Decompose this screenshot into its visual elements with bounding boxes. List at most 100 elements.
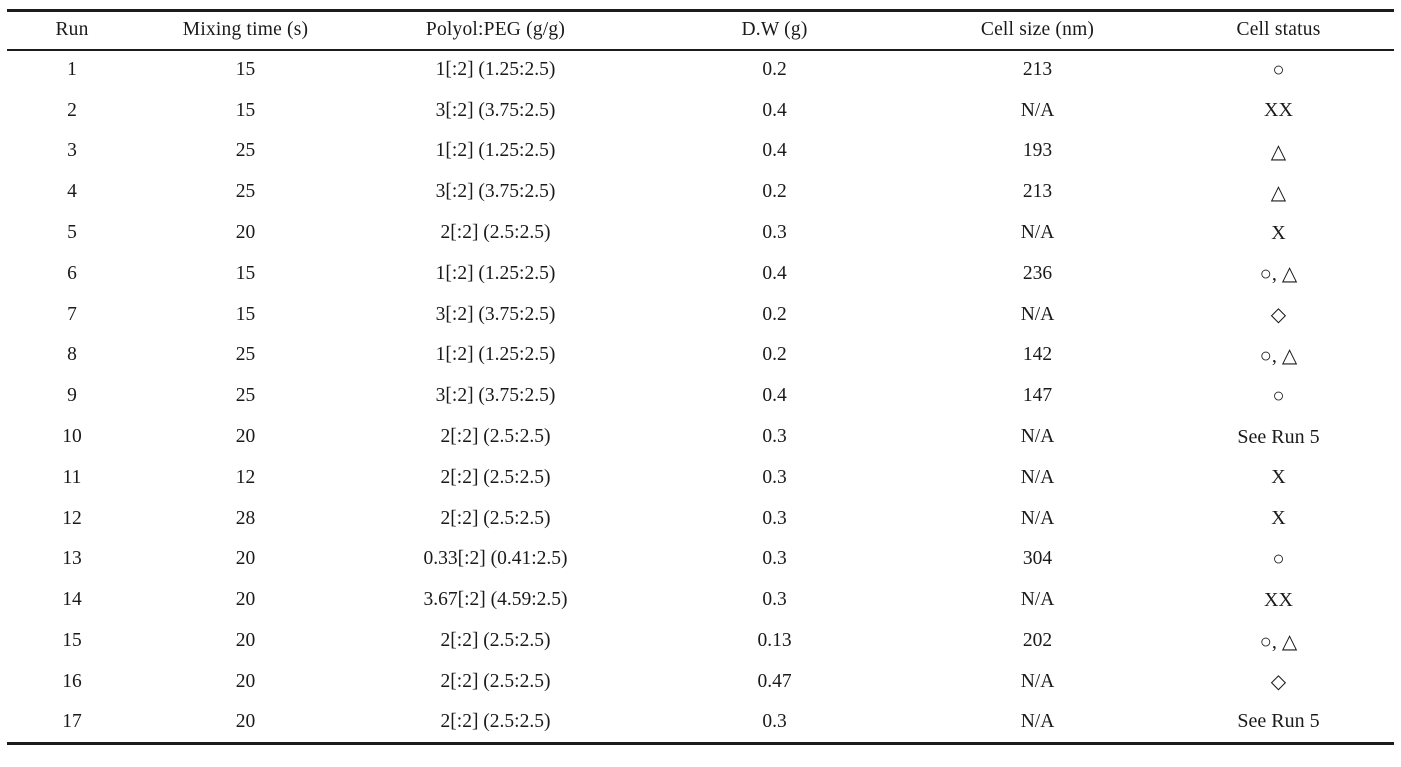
table-cell: 1[:2] (1.25:2.5) — [435, 344, 556, 366]
table-cell: N/A — [1020, 222, 1055, 244]
table-row: 11 12 2[:2] (2.5:2.5) 0.3 N/A X — [7, 457, 1394, 498]
table-cell: 0.3 — [762, 710, 787, 732]
table-cell: ○ — [1272, 58, 1285, 81]
table-row: 17 20 2[:2] (2.5:2.5) 0.3 N/A See Run 5 — [7, 702, 1394, 743]
table-cell: 2[:2] (2.5:2.5) — [440, 710, 551, 732]
table-cell: 1[:2] (1.25:2.5) — [435, 262, 556, 284]
table-cell: 2[:2] (2.5:2.5) — [440, 670, 551, 692]
table-cell: 2[:2] (2.5:2.5) — [440, 507, 551, 529]
column-header: Run — [55, 19, 89, 41]
table-cell: ○ — [1272, 384, 1285, 407]
table-cell: 12 — [235, 466, 256, 488]
table-cell: 1[:2] (1.25:2.5) — [435, 59, 556, 81]
table-row: 2 15 3[:2] (3.75:2.5) 0.4 N/A XX — [7, 90, 1394, 131]
table-cell: 0.47 — [757, 670, 792, 692]
table-cell: 0.3 — [762, 589, 787, 611]
table-cell: N/A — [1020, 303, 1055, 325]
table-cell: 25 — [235, 385, 256, 407]
table-cell: △ — [1270, 140, 1287, 163]
table-row: 16 20 2[:2] (2.5:2.5) 0.47 N/A ◇ — [7, 661, 1394, 702]
table-cell: 28 — [235, 507, 256, 529]
table-cell: 15 — [235, 262, 256, 284]
table-cell: ◇ — [1270, 304, 1287, 327]
table-header: Run Mixing time (s) Polyol:PEG (g/g) D.W (g… — [7, 11, 1394, 50]
table-cell: 0.3 — [762, 507, 787, 529]
table-cell: 0.2 — [762, 344, 787, 366]
table-cell: 0.33[:2] (0.41:2.5) — [423, 548, 568, 570]
column-header: D.W (g) — [741, 19, 808, 41]
table-cell: 13 — [62, 548, 82, 570]
table-cell: 2[:2] (2.5:2.5) — [440, 630, 551, 652]
table-cell: 147 — [1022, 385, 1053, 407]
table-cell: 25 — [235, 140, 256, 162]
table-cell: 17 — [62, 710, 82, 732]
table-cell: See Run 5 — [1237, 425, 1320, 448]
table-cell: 213 — [1022, 59, 1053, 81]
table-cell: 8 — [67, 344, 77, 366]
table-cell: 3.67[:2] (4.59:2.5) — [423, 589, 568, 611]
table-cell: 304 — [1022, 548, 1053, 570]
table-cell: 0.3 — [762, 548, 787, 570]
table-row: 5 20 2[:2] (2.5:2.5) 0.3 N/A X — [7, 213, 1394, 254]
experiment-runs-table: Run Mixing time (s) Polyol:PEG (g/g) D.W (g… — [7, 9, 1394, 745]
table-cell: 3[:2] (3.75:2.5) — [435, 303, 556, 325]
table-cell: 3 — [67, 140, 77, 162]
table-body: 1 15 1[:2] (1.25:2.5) 0.2 213 ○ 2 15 3[:2] (3.75… — [7, 50, 1394, 744]
table-cell: 9 — [67, 385, 77, 407]
header-row: Run Mixing time (s) Polyol:PEG (g/g) D.W (g… — [7, 11, 1394, 50]
table-cell: 0.3 — [762, 222, 787, 244]
table-cell: 0.13 — [757, 630, 792, 652]
table-cell: 0.4 — [762, 262, 787, 284]
table-cell: 20 — [235, 426, 256, 448]
table-row: 10 20 2[:2] (2.5:2.5) 0.3 N/A See Run 5 — [7, 417, 1394, 458]
table-cell: 12 — [62, 507, 82, 529]
table-cell: ◇ — [1270, 671, 1287, 694]
table-cell: 142 — [1022, 344, 1053, 366]
table-row: 7 15 3[:2] (3.75:2.5) 0.2 N/A ◇ — [7, 294, 1394, 335]
table-row: 15 20 2[:2] (2.5:2.5) 0.13 202 ○, △ — [7, 621, 1394, 662]
table-cell: 6 — [67, 262, 77, 284]
table-cell: 0.4 — [762, 99, 787, 121]
table-cell: ○, △ — [1259, 630, 1298, 653]
column-header: Polyol:PEG (g/g) — [425, 19, 566, 41]
table-cell: 0.3 — [762, 426, 787, 448]
table-cell: X — [1271, 221, 1286, 244]
table-cell: 0.4 — [762, 140, 787, 162]
table-row: 4 25 3[:2] (3.75:2.5) 0.2 213 △ — [7, 172, 1394, 213]
column-header: Cell size (nm) — [980, 19, 1095, 41]
column-header: Cell status — [1236, 19, 1321, 41]
table-cell: 20 — [235, 222, 256, 244]
table-cell: 0.3 — [762, 466, 787, 488]
table-cell: 7 — [67, 303, 77, 325]
table-cell: 2[:2] (2.5:2.5) — [440, 426, 551, 448]
table-cell: N/A — [1020, 589, 1055, 611]
table-row: 9 25 3[:2] (3.75:2.5) 0.4 147 ○ — [7, 376, 1394, 417]
table-row: 13 20 0.33[:2] (0.41:2.5) 0.3 304 ○ — [7, 539, 1394, 580]
table-cell: 16 — [62, 670, 82, 692]
table-cell: 202 — [1022, 630, 1053, 652]
table-cell: X — [1271, 507, 1286, 530]
table-cell: 20 — [235, 710, 256, 732]
table-row: 8 25 1[:2] (1.25:2.5) 0.2 142 ○, △ — [7, 335, 1394, 376]
table-cell: 0.2 — [762, 303, 787, 325]
table-row: 6 15 1[:2] (1.25:2.5) 0.4 236 ○, △ — [7, 253, 1394, 294]
table-cell: N/A — [1020, 466, 1055, 488]
table-cell: 236 — [1022, 262, 1053, 284]
table-cell: △ — [1270, 181, 1287, 204]
table-cell: See Run 5 — [1237, 710, 1320, 733]
table-cell: 10 — [62, 426, 82, 448]
table-cell: 20 — [235, 589, 256, 611]
table-cell: 14 — [62, 589, 82, 611]
table-cell: 20 — [235, 548, 256, 570]
table-cell: 1 — [67, 59, 77, 81]
table-cell: 2[:2] (2.5:2.5) — [440, 466, 551, 488]
table-cell: XX — [1264, 99, 1293, 122]
table-row: 12 28 2[:2] (2.5:2.5) 0.3 N/A X — [7, 498, 1394, 539]
table-cell: 15 — [235, 303, 256, 325]
table-cell: 3[:2] (3.75:2.5) — [435, 385, 556, 407]
table-cell: 5 — [67, 222, 77, 244]
table-row: 1 15 1[:2] (1.25:2.5) 0.2 213 ○ — [7, 50, 1394, 91]
table-cell: X — [1271, 466, 1286, 489]
table-cell: 25 — [235, 181, 256, 203]
table-cell: 3[:2] (3.75:2.5) — [435, 99, 556, 121]
